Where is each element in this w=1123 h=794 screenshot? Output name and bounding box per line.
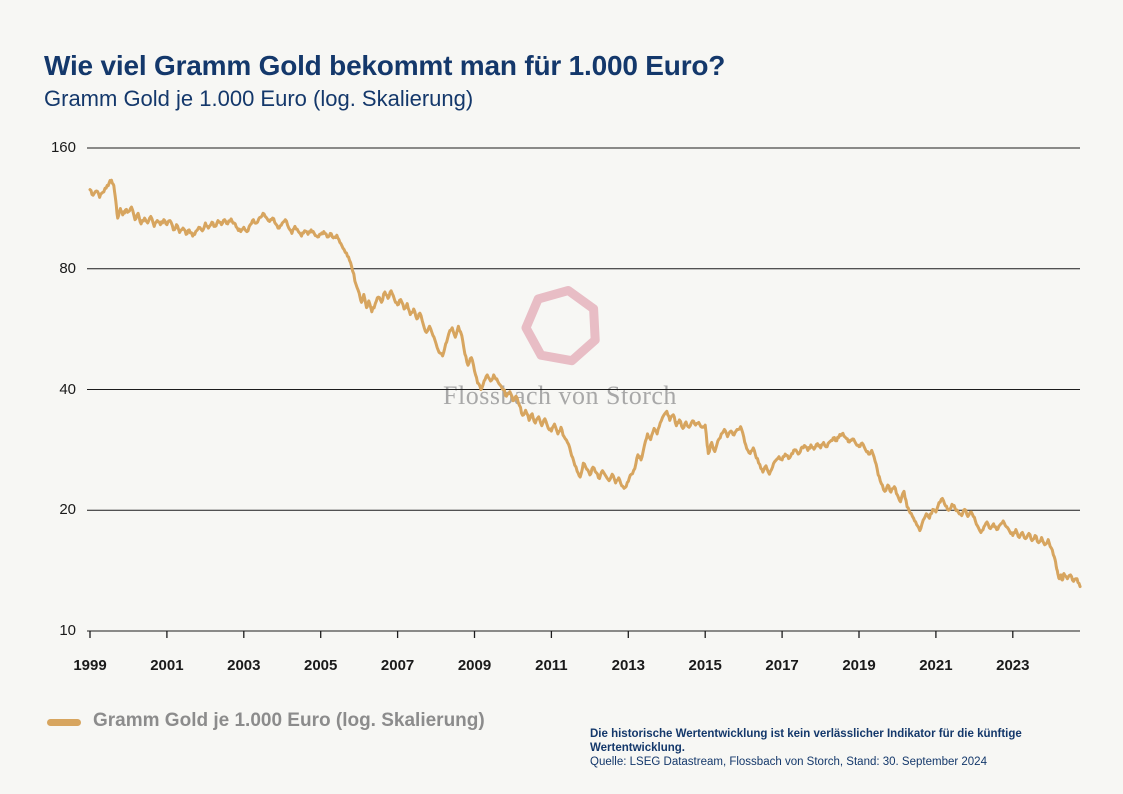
legend-swatch — [47, 718, 81, 726]
x-axis-label: 2003 — [227, 657, 261, 674]
x-axis-label: 2009 — [457, 657, 492, 674]
x-axis-label: 1999 — [73, 657, 107, 674]
source-text: Quelle: LSEG Datastream, Flossbach von S… — [590, 756, 987, 768]
x-axis-label: 2017 — [765, 657, 799, 674]
page-title: Wie viel Gramm Gold bekommt man für 1.00… — [44, 50, 726, 81]
legend-label: Gramm Gold je 1.000 Euro (log. Skalierun… — [93, 710, 485, 731]
x-axis-label: 2001 — [150, 657, 184, 674]
x-axis-label: 2019 — [842, 657, 876, 674]
legend: Gramm Gold je 1.000 Euro (log. Skalierun… — [47, 710, 485, 732]
x-axis-label: 2011 — [535, 657, 568, 674]
x-axis-label: 2023 — [996, 657, 1030, 674]
y-axis-label: 80 — [59, 259, 76, 277]
y-axis-label: 10 — [59, 622, 76, 639]
x-axis-label: 2013 — [611, 657, 645, 674]
fvs-logo-icon — [521, 286, 600, 366]
x-axis-label: 2021 — [919, 657, 953, 674]
y-axis-label: 40 — [59, 380, 76, 398]
x-axis-label: 2015 — [688, 657, 722, 674]
y-axis-label: 20 — [59, 501, 76, 519]
page-subtitle: Gramm Gold je 1.000 Euro (log. Skalierun… — [44, 86, 474, 111]
watermark-text: Flossbach von Storch — [443, 381, 677, 410]
footnote: Die historische Wertentwicklung ist kein… — [590, 727, 1100, 769]
x-axis-label: 2005 — [304, 657, 338, 674]
x-axis-label: 2007 — [380, 657, 415, 674]
disclaimer-text: Die historische Wertentwicklung ist kein… — [590, 728, 1022, 754]
y-axis-label: 160 — [50, 139, 76, 156]
